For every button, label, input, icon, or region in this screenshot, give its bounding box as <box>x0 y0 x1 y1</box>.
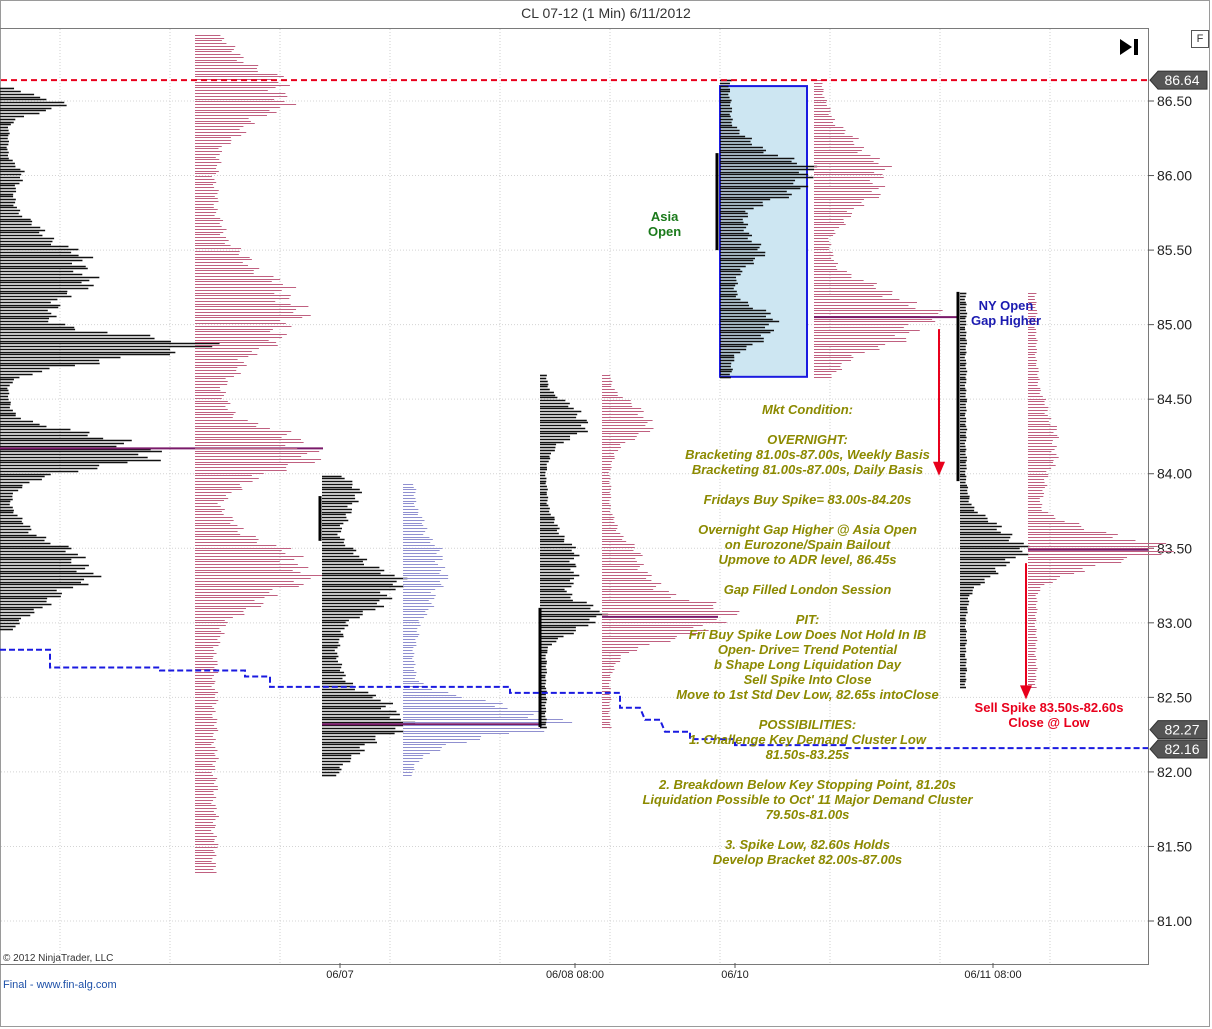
asia-open-label: Asia Open <box>648 209 681 239</box>
asia-open-line-2: Open <box>648 224 682 239</box>
y-tick-label: 86.50 <box>1157 93 1192 109</box>
y-tick-label: 83.50 <box>1157 540 1192 556</box>
asia-open-line-1: Asia <box>650 209 679 224</box>
market-condition-line: Bracketing 81.00s-87.00s, Weekly Basis <box>685 447 930 462</box>
sell-spike-label: Sell Spike 83.50s-82.60s Close @ Low <box>962 700 1136 730</box>
market-condition-line: 1. Challenge Key Demand Cluster Low <box>689 732 926 747</box>
tpo-profile <box>0 87 220 631</box>
ny-open-line-2: Gap Higher <box>970 313 1042 328</box>
y-tick-label: 82.00 <box>1157 764 1192 780</box>
y-tick-label: 85.50 <box>1157 242 1192 258</box>
market-condition-line: POSSIBILITIES: <box>758 717 857 732</box>
skip-to-end-icon[interactable] <box>1118 38 1140 56</box>
market-condition-line: on Eurozone/Spain Bailout <box>724 537 891 552</box>
market-condition-line: Open- Drive= Trend Potential <box>717 642 898 657</box>
x-tick-label: 06/08 08:00 <box>546 969 604 981</box>
tpo-profile <box>720 79 818 379</box>
market-condition-line: PIT: <box>795 612 820 627</box>
asia-session-box <box>719 85 808 378</box>
market-condition-line: Overnight Gap Higher @ Asia Open <box>698 522 917 537</box>
x-tick-label: 06/07 <box>326 969 354 981</box>
y-tick-label: 84.50 <box>1157 391 1192 407</box>
market-condition-line: 2. Breakdown Below Key Stopping Point, 8… <box>659 777 956 792</box>
price-marker-label: 82.27 <box>1164 722 1199 738</box>
market-condition-line: Gap Filled London Session <box>723 582 892 597</box>
tpo-profile <box>960 292 1030 689</box>
market-condition-line <box>620 702 995 717</box>
footer-link[interactable]: Final - www.fin-alg.com <box>3 979 117 991</box>
y-tick-label: 81.50 <box>1157 838 1192 854</box>
y-tick-label: 85.00 <box>1157 317 1192 333</box>
market-condition-line: Sell Spike Into Close <box>743 672 872 687</box>
market-condition-line <box>620 417 995 432</box>
y-tick-label: 84.00 <box>1157 466 1192 482</box>
arrow-head <box>1020 685 1032 700</box>
market-condition-line: Mkt Condition: <box>762 402 853 417</box>
market-condition-line: Develop Bracket 82.00s-87.00s <box>712 852 903 867</box>
arrow-head <box>933 461 945 476</box>
tpo-profile <box>195 35 323 873</box>
tpo-profile <box>540 374 609 729</box>
x-tick-label: 06/10 <box>721 969 749 981</box>
y-tick-label: 86.00 <box>1157 168 1192 184</box>
f-button[interactable]: F <box>1191 30 1209 48</box>
market-condition-line: Bracketing 81.00s-87.00s, Daily Basis <box>691 462 924 477</box>
market-condition-line: Liquidation Possible to Oct' 11 Major De… <box>642 792 973 807</box>
market-condition-line: b Shape Long Liquidation Day <box>713 657 902 672</box>
market-condition-line: Fri Buy Spike Low Does Not Hold In IB <box>688 627 927 642</box>
y-tick-label: 82.50 <box>1157 689 1192 705</box>
price-marker <box>1149 720 1208 740</box>
market-condition-line: Upmove to ADR level, 86.45s <box>718 552 897 567</box>
ny-open-label: NY Open Gap Higher <box>962 298 1050 328</box>
market-condition-notes: Mkt Condition: OVERNIGHT: Bracketing 81.00… <box>620 402 995 867</box>
tpo-profile <box>1028 293 1174 688</box>
x-tick-label: 06/11 08:00 <box>964 969 1021 981</box>
sell-spike-line-1: Sell Spike 83.50s-82.60s <box>974 700 1124 715</box>
market-condition-line <box>620 597 995 612</box>
stepped-line <box>0 648 1148 750</box>
y-tick-label: 81.00 <box>1157 913 1192 929</box>
ny-open-line-1: NY Open <box>978 298 1034 313</box>
market-condition-line: 81.50s-83.25s <box>765 747 850 762</box>
market-condition-line <box>620 822 995 837</box>
price-marker-label: 86.64 <box>1164 72 1199 88</box>
sell-spike-line-2: Close @ Low <box>1008 715 1090 730</box>
market-condition-line: Move to 1st Std Dev Low, 82.65s intoClos… <box>676 687 939 702</box>
market-condition-line <box>620 567 995 582</box>
market-condition-line: 3. Spike Low, 82.60s Holds <box>725 837 890 852</box>
market-condition-line: 79.50s-81.00s <box>765 807 850 822</box>
copyright-text: © 2012 NinjaTrader, LLC <box>3 953 114 964</box>
y-tick-label: 83.00 <box>1157 615 1192 631</box>
chart-title: CL 07-12 (1 Min) 6/11/2012 <box>521 5 691 21</box>
market-condition-line <box>620 477 995 492</box>
tpo-profile <box>322 475 416 777</box>
price-marker <box>1149 739 1208 759</box>
tpo-profile <box>814 80 943 378</box>
market-condition-line: Fridays Buy Spike= 83.00s-84.20s <box>703 492 912 507</box>
price-marker-label: 82.16 <box>1164 741 1199 757</box>
market-condition-line <box>620 507 995 522</box>
price-marker <box>1149 70 1208 90</box>
market-condition-line <box>620 762 995 777</box>
market-condition-line: OVERNIGHT: <box>767 432 848 447</box>
